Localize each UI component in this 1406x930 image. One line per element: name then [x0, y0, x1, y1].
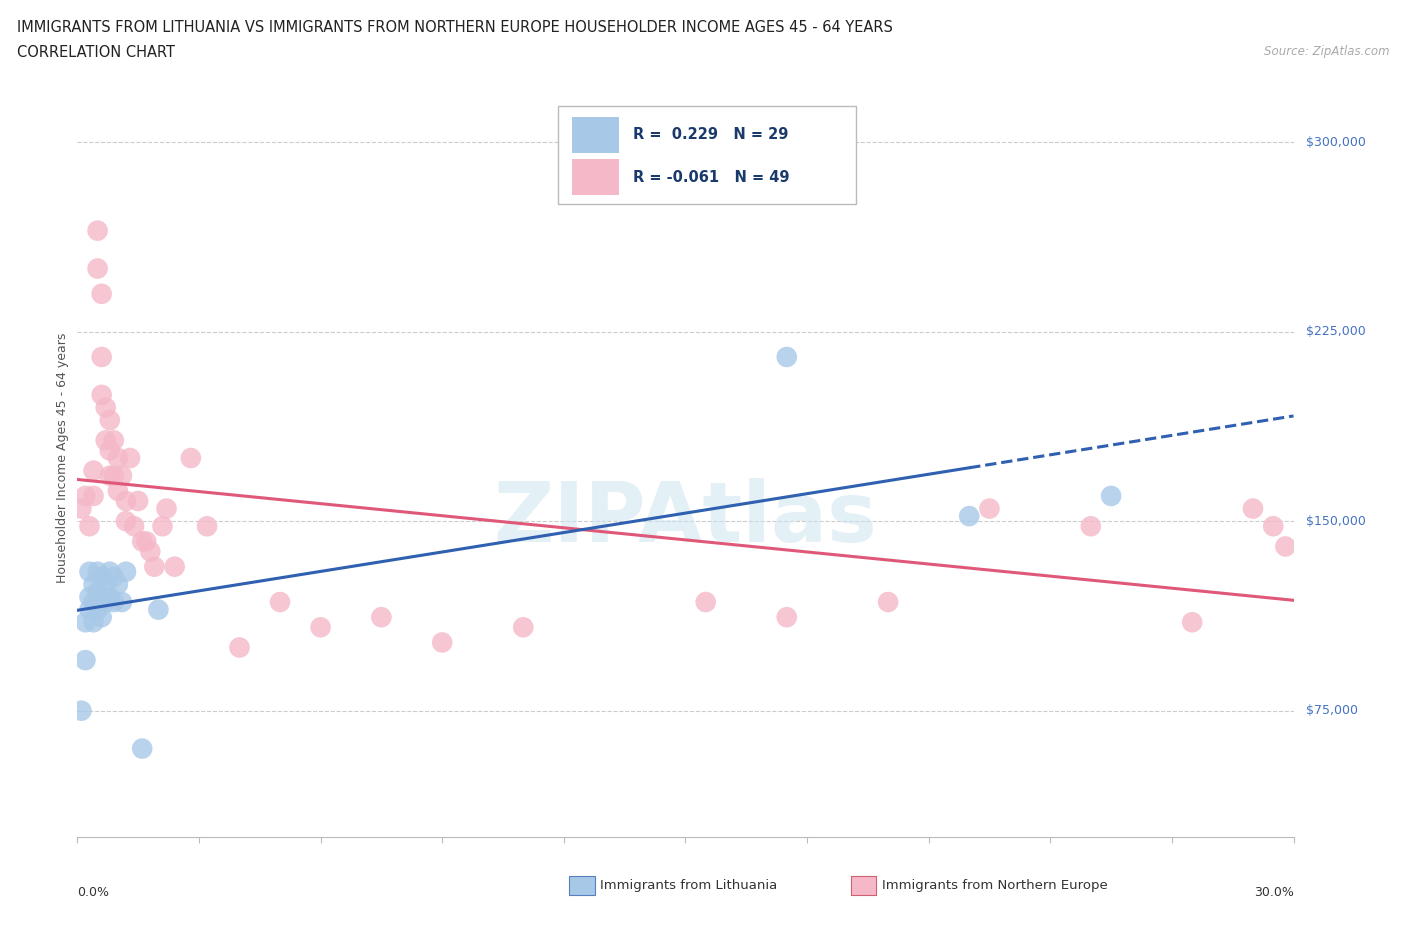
- Point: [127, 494, 149, 509]
- Point: [111, 594, 134, 609]
- Point: [877, 594, 900, 609]
- Point: [90, 590, 112, 604]
- Point: [139, 544, 162, 559]
- Point: [86, 565, 108, 579]
- Point: [776, 610, 799, 625]
- Point: [107, 451, 129, 466]
- Text: $150,000: $150,000: [1306, 514, 1365, 527]
- Point: [143, 559, 166, 574]
- Point: [107, 484, 129, 498]
- Point: [957, 509, 980, 524]
- Text: $225,000: $225,000: [1306, 326, 1365, 339]
- Point: [94, 577, 117, 591]
- Point: [1274, 539, 1296, 554]
- Point: [94, 594, 117, 609]
- Point: [115, 494, 138, 509]
- Point: [512, 620, 534, 635]
- Point: [1181, 615, 1204, 630]
- Point: [1099, 488, 1122, 503]
- Text: R =  0.229   N = 29: R = 0.229 N = 29: [633, 127, 789, 142]
- Point: [269, 594, 291, 609]
- Text: $300,000: $300,000: [1306, 136, 1365, 149]
- Point: [155, 501, 177, 516]
- Point: [83, 615, 105, 630]
- Point: [135, 534, 157, 549]
- Point: [430, 635, 453, 650]
- Point: [115, 565, 138, 579]
- Point: [98, 590, 121, 604]
- Point: [90, 286, 112, 301]
- Point: [70, 703, 93, 718]
- Point: [115, 513, 138, 528]
- Point: [98, 413, 121, 428]
- Point: [83, 577, 105, 591]
- FancyBboxPatch shape: [558, 106, 856, 204]
- Point: [90, 350, 112, 365]
- Point: [118, 451, 141, 466]
- Point: [180, 451, 202, 466]
- Point: [111, 469, 134, 484]
- Point: [131, 534, 153, 549]
- Point: [79, 603, 101, 618]
- Point: [103, 469, 125, 484]
- Point: [86, 223, 108, 238]
- Point: [1241, 501, 1264, 516]
- Point: [1263, 519, 1285, 534]
- Text: $75,000: $75,000: [1306, 704, 1358, 717]
- Point: [1080, 519, 1102, 534]
- Point: [309, 620, 332, 635]
- Text: Source: ZipAtlas.com: Source: ZipAtlas.com: [1264, 45, 1389, 58]
- Point: [98, 443, 121, 458]
- Point: [107, 577, 129, 591]
- Point: [75, 615, 97, 630]
- Point: [94, 400, 117, 415]
- Point: [370, 610, 392, 625]
- Point: [148, 603, 170, 618]
- Point: [86, 584, 108, 599]
- Bar: [572, 159, 619, 195]
- Point: [70, 501, 93, 516]
- Point: [152, 519, 174, 534]
- Point: [131, 741, 153, 756]
- Text: Immigrants from Northern Europe: Immigrants from Northern Europe: [882, 879, 1108, 892]
- Text: CORRELATION CHART: CORRELATION CHART: [17, 45, 174, 60]
- Point: [163, 559, 186, 574]
- Y-axis label: Householder Income Ages 45 - 64 years: Householder Income Ages 45 - 64 years: [56, 333, 69, 583]
- Point: [79, 590, 101, 604]
- Text: R = -0.061   N = 49: R = -0.061 N = 49: [633, 169, 790, 185]
- Point: [83, 594, 105, 609]
- Text: ZIPAtlas: ZIPAtlas: [494, 478, 877, 559]
- Point: [90, 610, 112, 625]
- Point: [195, 519, 218, 534]
- Point: [103, 594, 125, 609]
- Text: IMMIGRANTS FROM LITHUANIA VS IMMIGRANTS FROM NORTHERN EUROPE HOUSEHOLDER INCOME : IMMIGRANTS FROM LITHUANIA VS IMMIGRANTS …: [17, 20, 893, 35]
- Bar: [572, 117, 619, 153]
- Point: [86, 603, 108, 618]
- Point: [776, 350, 799, 365]
- Point: [90, 569, 112, 584]
- Text: 0.0%: 0.0%: [77, 886, 110, 899]
- Point: [979, 501, 1001, 516]
- Text: Immigrants from Lithuania: Immigrants from Lithuania: [600, 879, 778, 892]
- Point: [79, 565, 101, 579]
- Point: [122, 519, 145, 534]
- Point: [98, 469, 121, 484]
- Text: 30.0%: 30.0%: [1254, 886, 1294, 899]
- Point: [75, 653, 97, 668]
- Point: [75, 488, 97, 503]
- Point: [695, 594, 717, 609]
- Point: [90, 388, 112, 403]
- Point: [103, 432, 125, 447]
- Point: [86, 261, 108, 276]
- Point: [103, 569, 125, 584]
- Point: [98, 565, 121, 579]
- Point: [94, 432, 117, 447]
- Point: [228, 640, 250, 655]
- Point: [79, 519, 101, 534]
- Point: [83, 463, 105, 478]
- Point: [83, 488, 105, 503]
